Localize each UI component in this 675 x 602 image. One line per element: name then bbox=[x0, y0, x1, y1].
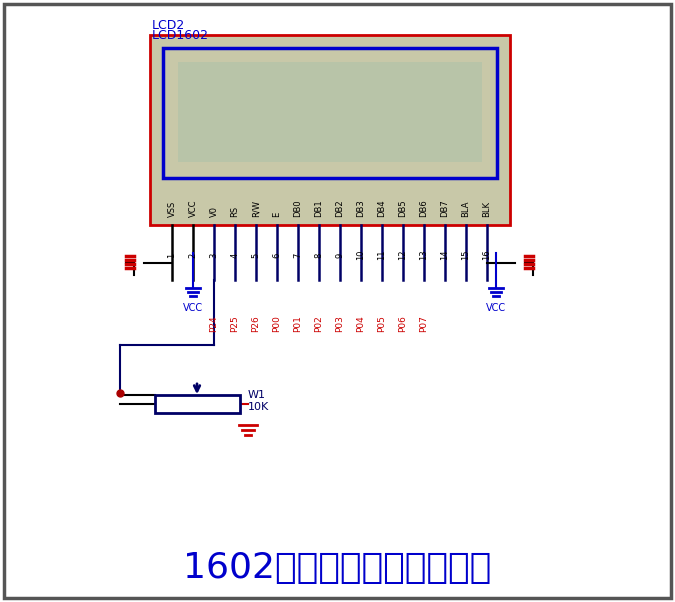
Text: P25: P25 bbox=[230, 315, 240, 332]
Text: P06: P06 bbox=[398, 315, 408, 332]
Text: P00: P00 bbox=[273, 315, 281, 332]
Text: 6: 6 bbox=[273, 252, 281, 258]
Text: V0: V0 bbox=[209, 206, 219, 217]
Text: 7: 7 bbox=[294, 252, 302, 258]
Text: DB2: DB2 bbox=[335, 199, 344, 217]
Text: DB4: DB4 bbox=[377, 199, 387, 217]
Text: 16: 16 bbox=[483, 250, 491, 260]
Text: DB6: DB6 bbox=[419, 199, 429, 217]
Text: P26: P26 bbox=[252, 315, 261, 332]
Text: DB0: DB0 bbox=[294, 199, 302, 217]
Text: 2: 2 bbox=[188, 252, 198, 258]
Text: 1602液晶插座及对比度调节: 1602液晶插座及对比度调节 bbox=[183, 551, 491, 585]
Text: 3: 3 bbox=[209, 252, 219, 258]
Text: DB1: DB1 bbox=[315, 199, 323, 217]
Text: 5: 5 bbox=[252, 252, 261, 258]
Text: P01: P01 bbox=[294, 315, 302, 332]
Text: BLK: BLK bbox=[483, 201, 491, 217]
Text: P05: P05 bbox=[377, 315, 387, 332]
Text: 11: 11 bbox=[377, 250, 387, 260]
Text: P04: P04 bbox=[356, 315, 365, 332]
Text: DB7: DB7 bbox=[441, 199, 450, 217]
Text: 9: 9 bbox=[335, 252, 344, 258]
Text: 12: 12 bbox=[398, 250, 408, 260]
Text: VCC: VCC bbox=[183, 303, 203, 313]
Text: E: E bbox=[273, 212, 281, 217]
Text: P02: P02 bbox=[315, 315, 323, 332]
Text: VSS: VSS bbox=[167, 200, 176, 217]
Bar bbox=[178, 62, 482, 162]
Text: BLA: BLA bbox=[462, 200, 470, 217]
Text: VCC: VCC bbox=[486, 303, 506, 313]
Text: 1: 1 bbox=[167, 252, 176, 258]
Text: 4: 4 bbox=[230, 252, 240, 258]
Text: R/W: R/W bbox=[252, 200, 261, 217]
Text: 15: 15 bbox=[462, 250, 470, 260]
Text: 13: 13 bbox=[419, 250, 429, 260]
Text: DB3: DB3 bbox=[356, 199, 365, 217]
Text: VCC: VCC bbox=[188, 199, 198, 217]
Bar bbox=[150, 35, 510, 225]
Text: P24: P24 bbox=[209, 315, 219, 332]
Text: 14: 14 bbox=[441, 250, 450, 260]
Text: LCD1602: LCD1602 bbox=[152, 29, 209, 42]
Text: RS: RS bbox=[230, 206, 240, 217]
Text: P03: P03 bbox=[335, 315, 344, 332]
Text: P07: P07 bbox=[419, 315, 429, 332]
Text: W1
10K: W1 10K bbox=[248, 390, 269, 412]
Text: LCD2: LCD2 bbox=[152, 19, 185, 32]
Bar bbox=[163, 48, 497, 178]
Text: 10: 10 bbox=[356, 250, 365, 260]
Text: DB5: DB5 bbox=[398, 199, 408, 217]
Bar bbox=[155, 395, 240, 413]
Text: 8: 8 bbox=[315, 252, 323, 258]
